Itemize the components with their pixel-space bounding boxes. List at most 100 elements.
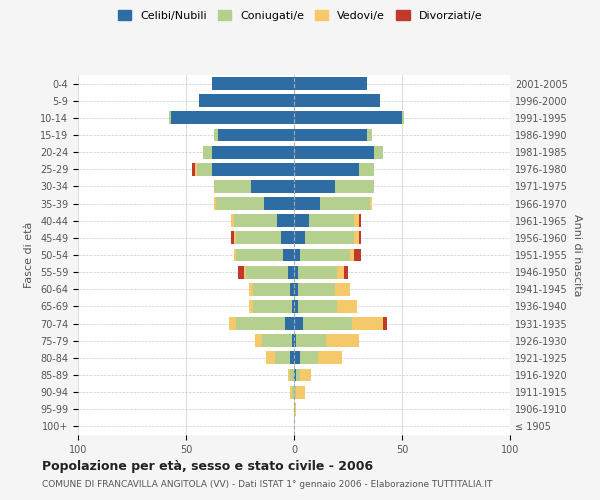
Bar bbox=[383, 317, 387, 330]
Bar bbox=[264, 197, 294, 210]
Bar bbox=[337, 300, 356, 313]
Bar bbox=[359, 163, 374, 175]
Bar bbox=[290, 368, 294, 382]
Bar bbox=[266, 352, 275, 364]
Bar bbox=[367, 128, 372, 141]
Bar bbox=[283, 248, 294, 262]
Bar bbox=[374, 146, 383, 158]
Bar bbox=[199, 94, 294, 107]
Y-axis label: Fasce di età: Fasce di età bbox=[25, 222, 34, 288]
Bar bbox=[290, 386, 292, 398]
Bar bbox=[294, 163, 359, 175]
Bar bbox=[247, 266, 287, 278]
Bar bbox=[248, 283, 253, 296]
Bar bbox=[236, 248, 283, 262]
Bar bbox=[294, 352, 301, 364]
Bar bbox=[292, 300, 294, 313]
Bar bbox=[320, 197, 370, 210]
Bar bbox=[229, 317, 236, 330]
Bar bbox=[290, 352, 294, 364]
Bar bbox=[238, 266, 244, 278]
Bar bbox=[337, 266, 344, 278]
Bar bbox=[255, 334, 262, 347]
Bar bbox=[298, 283, 335, 296]
Bar bbox=[277, 214, 294, 227]
Bar bbox=[236, 232, 281, 244]
Bar bbox=[335, 180, 374, 193]
Bar bbox=[262, 334, 292, 347]
Text: Popolazione per età, sesso e stato civile - 2006: Popolazione per età, sesso e stato civil… bbox=[42, 460, 373, 473]
Bar bbox=[286, 317, 294, 330]
Bar bbox=[214, 128, 218, 141]
Bar bbox=[212, 146, 294, 158]
Bar bbox=[370, 197, 372, 210]
Bar bbox=[233, 232, 236, 244]
Bar bbox=[296, 386, 305, 398]
Bar bbox=[402, 112, 404, 124]
Bar bbox=[244, 266, 247, 278]
Bar bbox=[294, 300, 298, 313]
Bar bbox=[359, 214, 361, 227]
Bar bbox=[169, 112, 171, 124]
Bar bbox=[287, 266, 294, 278]
Bar bbox=[253, 283, 290, 296]
Bar bbox=[193, 163, 194, 175]
Bar bbox=[214, 180, 251, 193]
Bar bbox=[218, 128, 294, 141]
Bar bbox=[275, 352, 290, 364]
Bar bbox=[294, 403, 296, 415]
Bar bbox=[294, 128, 367, 141]
Bar bbox=[301, 248, 350, 262]
Bar bbox=[203, 146, 212, 158]
Bar bbox=[253, 300, 292, 313]
Bar bbox=[335, 283, 350, 296]
Bar bbox=[212, 77, 294, 90]
Bar bbox=[294, 146, 374, 158]
Bar bbox=[298, 300, 337, 313]
Bar bbox=[171, 112, 294, 124]
Bar bbox=[294, 77, 367, 90]
Bar bbox=[294, 334, 296, 347]
Bar bbox=[294, 368, 296, 382]
Bar bbox=[292, 334, 294, 347]
Bar bbox=[298, 266, 337, 278]
Bar bbox=[232, 232, 233, 244]
Bar bbox=[290, 283, 294, 296]
Bar bbox=[294, 94, 380, 107]
Bar bbox=[296, 368, 301, 382]
Bar bbox=[355, 214, 359, 227]
Bar bbox=[281, 232, 294, 244]
Bar bbox=[236, 317, 286, 330]
Bar bbox=[350, 248, 355, 262]
Bar bbox=[294, 317, 302, 330]
Bar bbox=[287, 368, 290, 382]
Bar bbox=[294, 232, 305, 244]
Bar bbox=[294, 266, 298, 278]
Bar bbox=[197, 163, 212, 175]
Bar bbox=[216, 197, 264, 210]
Bar bbox=[326, 334, 359, 347]
Bar bbox=[309, 214, 355, 227]
Bar bbox=[233, 214, 277, 227]
Bar bbox=[355, 232, 359, 244]
Bar bbox=[233, 248, 236, 262]
Bar bbox=[305, 232, 355, 244]
Bar bbox=[294, 283, 298, 296]
Bar bbox=[301, 368, 311, 382]
Bar bbox=[355, 248, 361, 262]
Bar bbox=[352, 317, 383, 330]
Legend: Celibi/Nubili, Coniugati/e, Vedovi/e, Divorziati/e: Celibi/Nubili, Coniugati/e, Vedovi/e, Di… bbox=[113, 6, 487, 25]
Bar bbox=[212, 163, 294, 175]
Bar bbox=[232, 214, 233, 227]
Bar bbox=[294, 386, 296, 398]
Bar bbox=[214, 197, 216, 210]
Bar bbox=[359, 232, 361, 244]
Bar bbox=[302, 317, 352, 330]
Bar bbox=[301, 352, 318, 364]
Text: COMUNE DI FRANCAVILLA ANGITOLA (VV) - Dati ISTAT 1° gennaio 2006 - Elaborazione : COMUNE DI FRANCAVILLA ANGITOLA (VV) - Da… bbox=[42, 480, 493, 489]
Bar bbox=[294, 197, 320, 210]
Bar bbox=[294, 248, 301, 262]
Bar bbox=[294, 214, 309, 227]
Bar bbox=[318, 352, 341, 364]
Bar bbox=[194, 163, 197, 175]
